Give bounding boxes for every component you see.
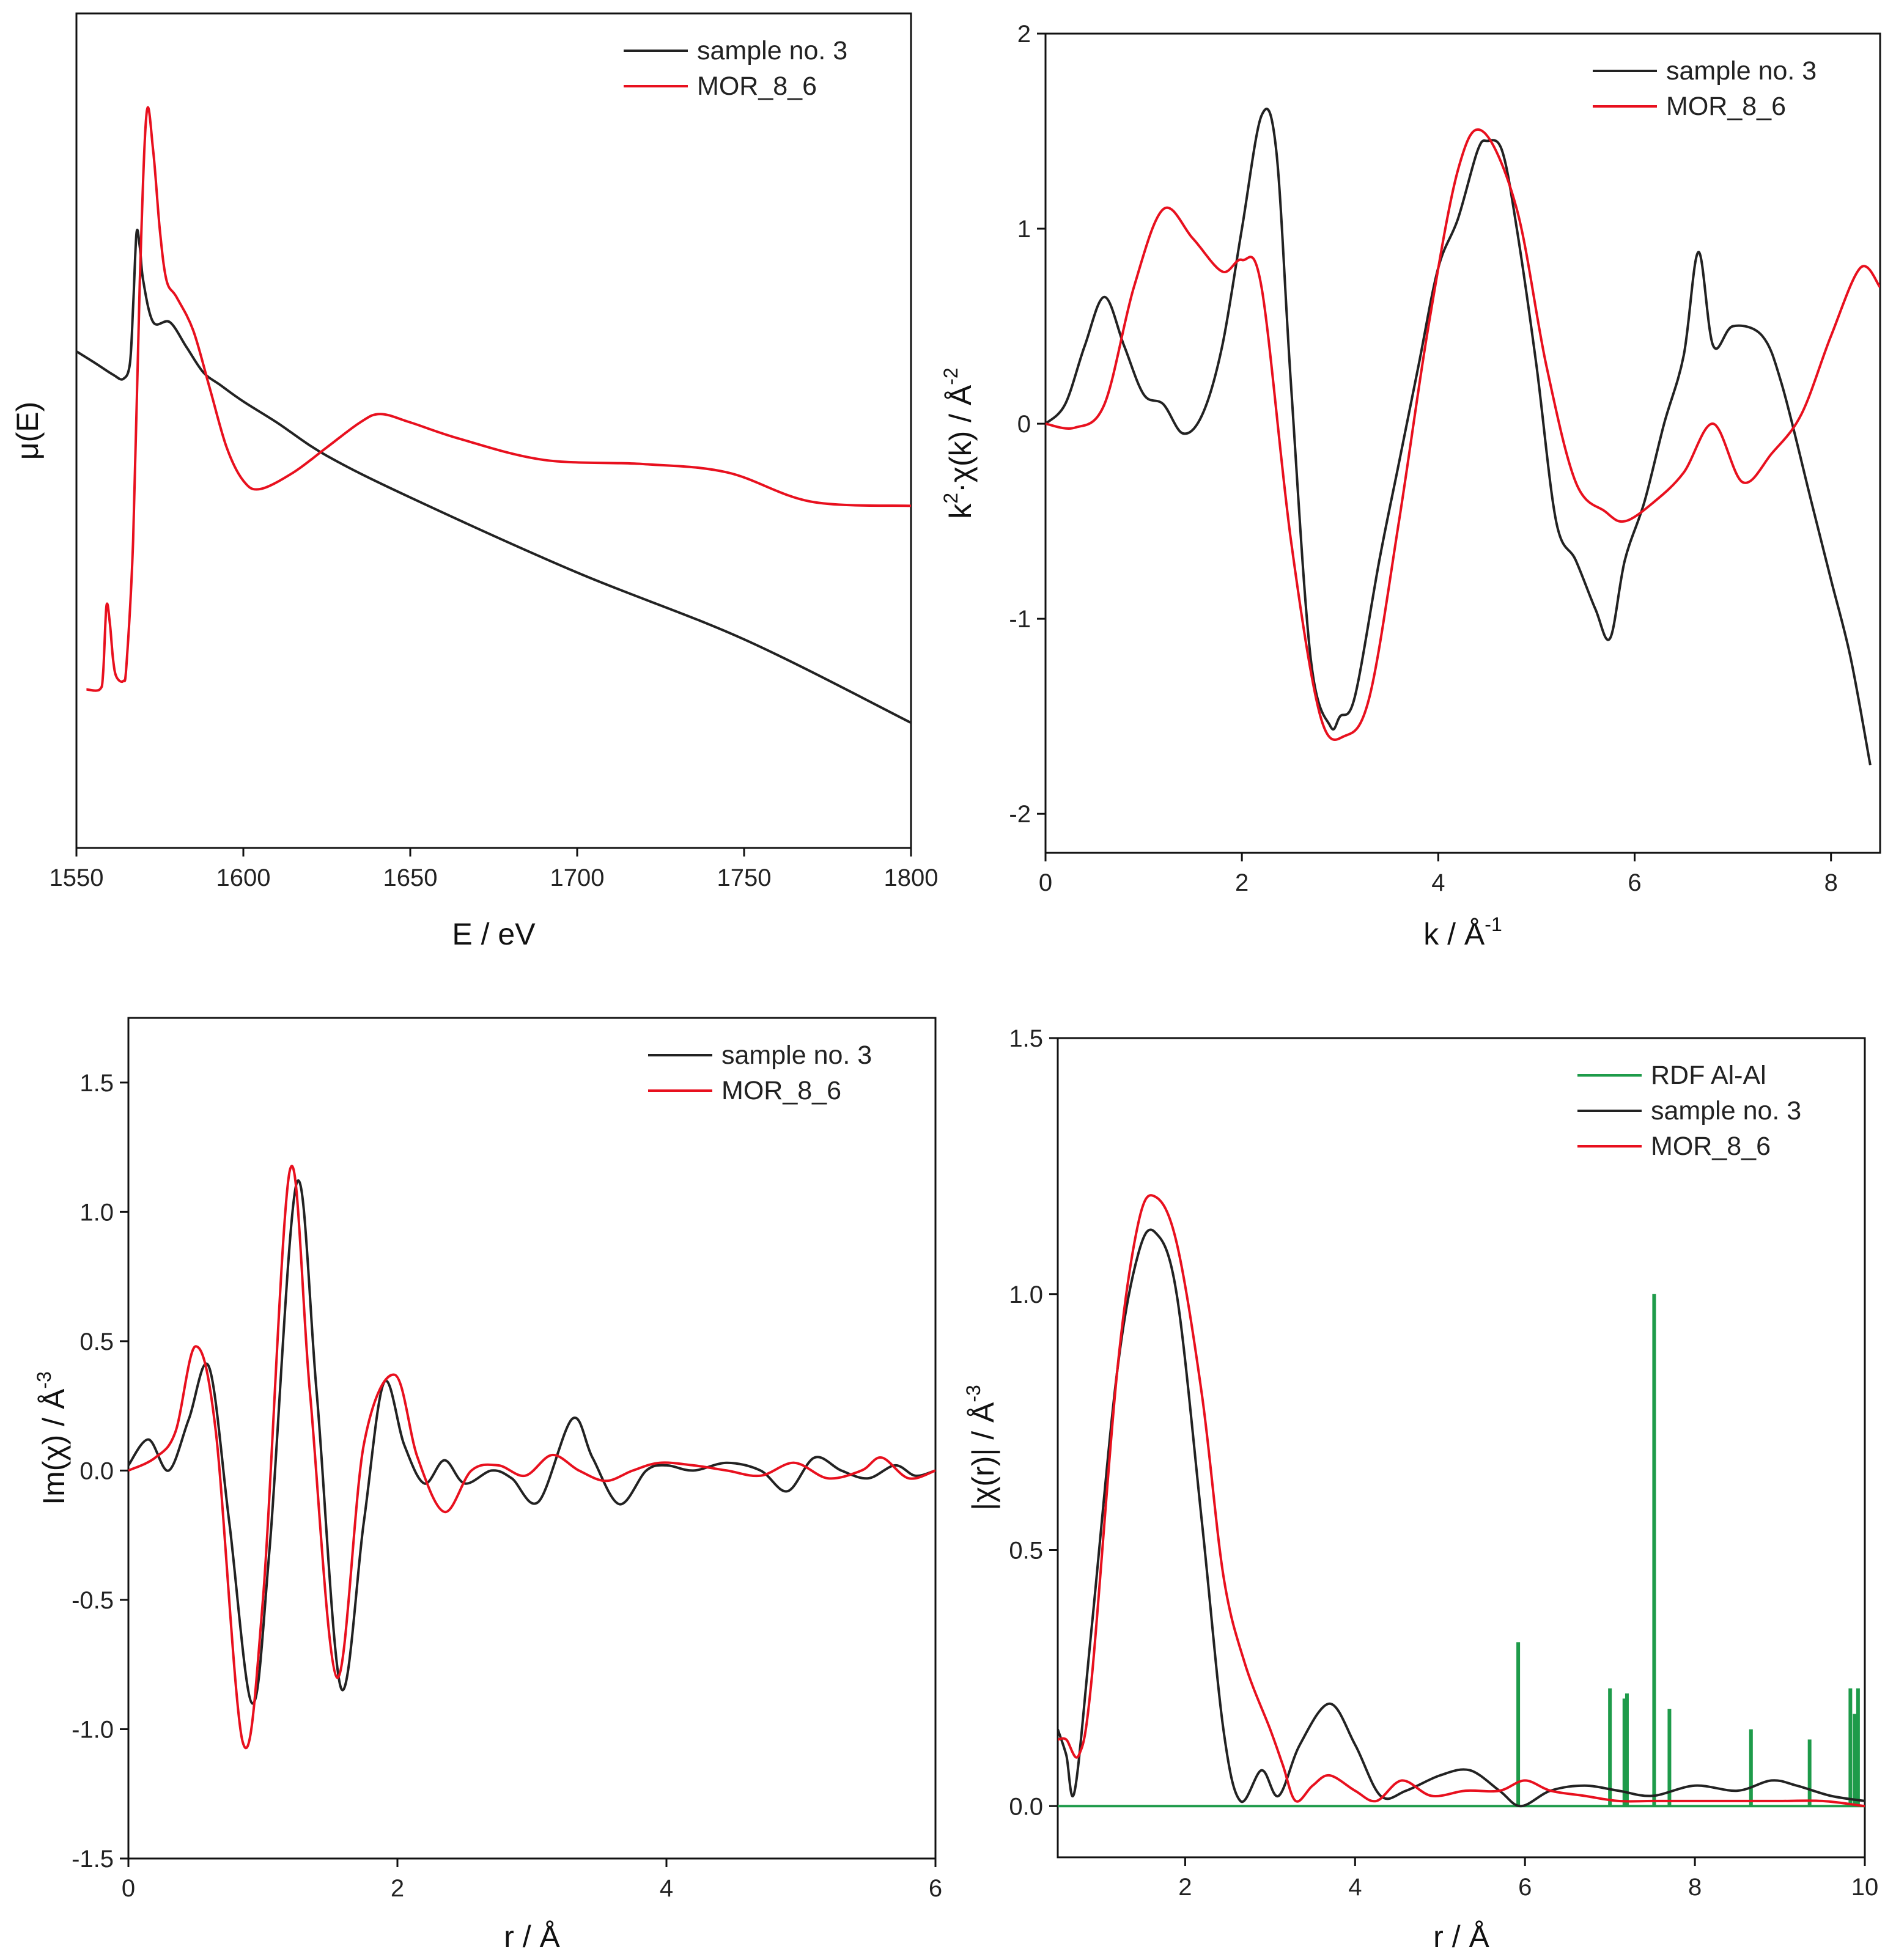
x-axis-label: E / eV (452, 917, 536, 951)
legend-label: sample no. 3 (1651, 1096, 1801, 1126)
y-tick-label: 1.5 (79, 1070, 114, 1097)
x-axis-label: k / Å-1 (1423, 913, 1502, 951)
series-sample-no-3-line (1058, 1228, 1865, 1808)
x-tick-label: 6 (929, 1875, 942, 1902)
x-tick-label: 1550 (50, 864, 104, 891)
y-tick-label: 1 (1017, 216, 1031, 243)
legend-label: MOR_8_6 (1651, 1132, 1771, 1161)
y-axis-label: Im(χ) / Å-3 (33, 1371, 71, 1505)
legend: sample no. 3 MOR_8_6 (624, 36, 847, 101)
y-tick-label: 1.5 (1009, 1025, 1043, 1052)
y-tick-label: 0.0 (79, 1457, 114, 1484)
legend-label: MOR_8_6 (1666, 92, 1786, 121)
x-tick-label: 4 (1431, 869, 1445, 896)
y-tick-label: -1 (1009, 606, 1031, 633)
x-axis-label: r / Å (1433, 1920, 1489, 1954)
series-mor-8-6-line (128, 1165, 935, 1750)
x-tick-label: 8 (1688, 1874, 1702, 1901)
x-tick-label: 0 (1039, 869, 1052, 896)
x-tick-label: 4 (660, 1875, 673, 1902)
panel-ft-magnitude: 2 4 6 8 10 0.0 0.5 1.0 1.5 r / Å |χ(r)| / Å-3 RDF A… (962, 1025, 1878, 1954)
y-tick-label: -1.5 (72, 1846, 114, 1873)
legend: RDF Al-Al sample no. 3 MOR_8_6 (1577, 1061, 1801, 1161)
legend-label: MOR_8_6 (697, 72, 817, 101)
plot-frame (127, 1017, 937, 1860)
series-sample-no-3-line (76, 229, 911, 724)
series-sample-no-3-line (128, 1179, 935, 1705)
x-axis-label: r / Å (504, 1920, 560, 1954)
y-tick-label: -0.5 (72, 1587, 114, 1614)
y-axis-label: μ(E) (10, 402, 45, 460)
legend: sample no. 3 MOR_8_6 (648, 1041, 872, 1105)
y-tick-label: -2 (1009, 801, 1031, 828)
x-tick-label: 1800 (884, 864, 939, 891)
y-tick-label: 1.0 (1009, 1281, 1043, 1308)
series-sample-no-3-line (1046, 108, 1872, 765)
y-tick-label: 0.5 (1009, 1538, 1043, 1564)
y-tick-label: 1.0 (79, 1199, 114, 1226)
x-tick-label: 4 (1348, 1874, 1362, 1901)
y-axis-label: k2·χ(k) / Å-2 (940, 367, 978, 518)
x-tick-label: 6 (1518, 1874, 1532, 1901)
x-tick-label: 2 (391, 1875, 404, 1902)
x-tick-label: 6 (1628, 869, 1641, 896)
x-tick-label: 1750 (717, 864, 772, 891)
x-tick-label: 1600 (216, 864, 271, 891)
x-tick-label: 10 (1851, 1874, 1879, 1901)
legend-label: sample no. 3 (1666, 56, 1817, 86)
panel-xanes: 1550 1600 1650 1700 1750 1800 E / eV μ(E) sample… (10, 12, 939, 951)
panel-im-chi: 0 2 4 6 -1.5 -1.0 -0.5 0.0 0.5 1.0 1.5 r / Å Im(χ) /… (33, 1017, 942, 1954)
legend-label: RDF Al-Al (1651, 1061, 1766, 1090)
x-tick-label: 1650 (383, 864, 438, 891)
legend-label: sample no. 3 (721, 1041, 872, 1070)
series-mor-8-6-line (86, 106, 911, 692)
y-tick-label: 0.0 (1009, 1793, 1043, 1820)
x-tick-label: 1700 (550, 864, 605, 891)
panel-k-space: 0 2 4 6 8 -2 -1 0 1 2 k / Å-1 k2·χ(k) / Å-2 sample n… (940, 21, 1881, 951)
x-tick-label: 2 (1178, 1874, 1192, 1901)
plot-frame (1057, 1037, 1866, 1859)
x-tick-label: 0 (122, 1875, 135, 1902)
y-tick-label: -1.0 (72, 1716, 114, 1743)
y-axis-label: |χ(r)| / Å-3 (962, 1385, 1000, 1511)
legend: sample no. 3 MOR_8_6 (1593, 56, 1817, 121)
legend-label: sample no. 3 (697, 36, 847, 65)
legend-label: MOR_8_6 (721, 1076, 841, 1105)
plot-frame (1044, 32, 1881, 854)
series-mor-8-6-line (1046, 128, 1880, 741)
y-tick-label: 2 (1017, 21, 1031, 48)
plot-frame (75, 12, 912, 849)
x-tick-label: 8 (1824, 869, 1838, 896)
y-tick-label: 0.5 (79, 1328, 114, 1355)
y-tick-label: 0 (1017, 411, 1031, 438)
series-mor-8-6-line (1058, 1194, 1865, 1808)
x-tick-label: 2 (1235, 869, 1249, 896)
